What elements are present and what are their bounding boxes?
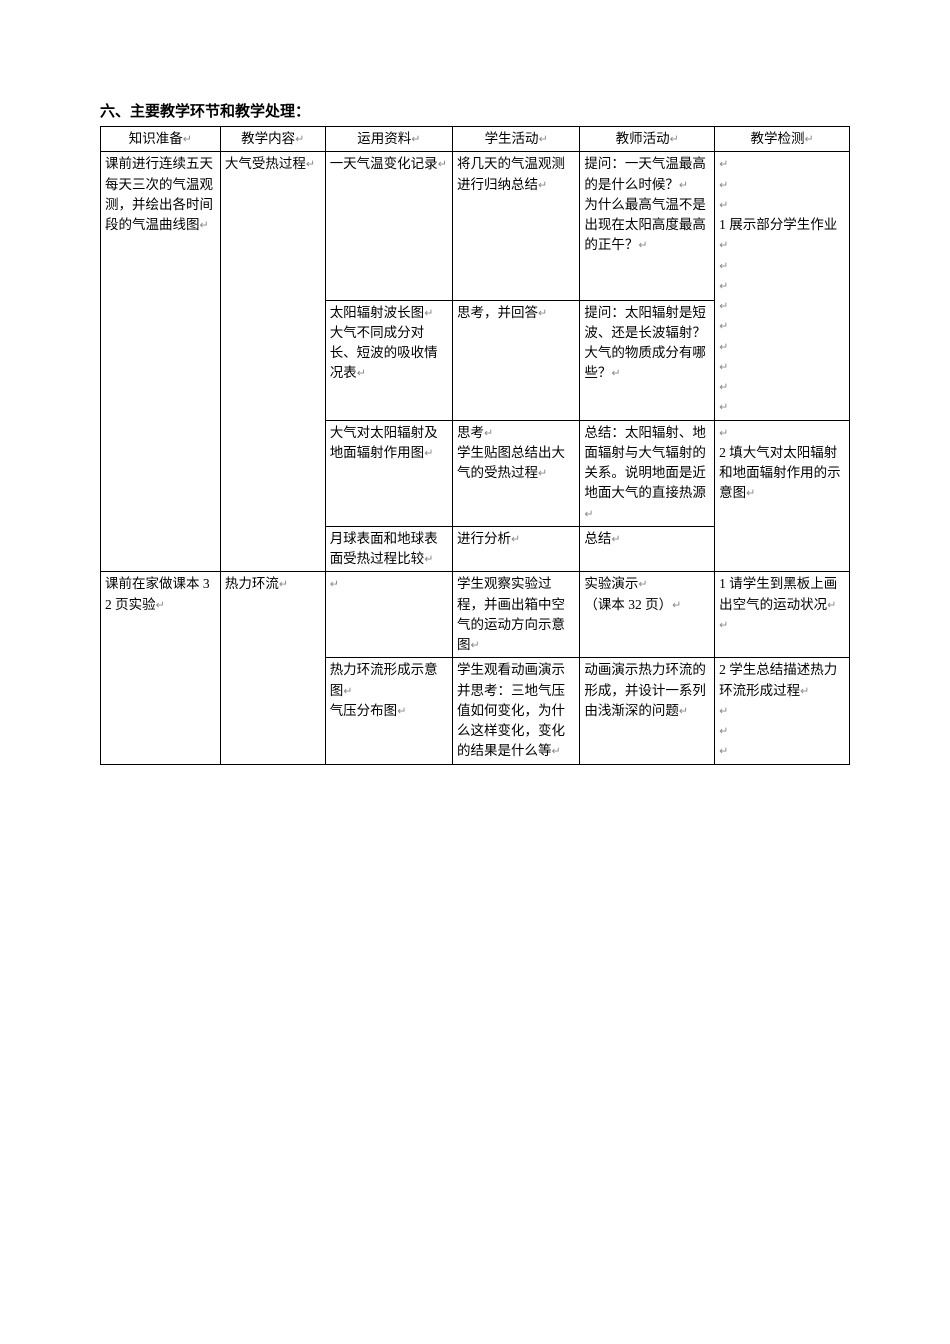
- cell-assessment: 1 请学生到黑板上画出空气的运动状况↵ ↵: [715, 572, 850, 658]
- cell-assessment: 2 学生总结描述热力环流形成过程↵ ↵ ↵ ↵: [715, 658, 850, 764]
- cell-materials: 热力环流形成示意图↵气压分布图↵: [325, 658, 452, 764]
- cell-teacher-activity: 动画演示热力环流的形成，并设计一系列由浅渐深的问题↵: [580, 658, 715, 764]
- cell-materials: 月球表面和地球表面受热过程比较↵: [325, 526, 452, 572]
- section-heading: 六、主要教学环节和教学处理：: [100, 100, 850, 121]
- header-cell: 学生活动↵: [453, 127, 580, 152]
- teaching-table: 知识准备↵ 教学内容↵ 运用资料↵ 学生活动↵ 教师活动↵ 教学检测↵ 课前进行…: [100, 126, 850, 765]
- cell-knowledge-prep: 课前进行连续五天每天三次的气温观测，并绘出各时间段的气温曲线图↵: [101, 152, 221, 572]
- cell-materials: ↵: [325, 572, 452, 658]
- cell-teacher-activity: 实验演示↵（课本 32 页）↵: [580, 572, 715, 658]
- cell-materials: 一天气温变化记录↵: [325, 152, 452, 300]
- header-cell: 运用资料↵: [325, 127, 452, 152]
- cell-teaching-content: 大气受热过程↵: [220, 152, 325, 572]
- header-cell: 知识准备↵: [101, 127, 221, 152]
- cell-teacher-activity: 总结↵: [580, 526, 715, 572]
- cell-student-activity: 思考，并回答↵: [453, 300, 580, 420]
- table-header-row: 知识准备↵ 教学内容↵ 运用资料↵ 学生活动↵ 教师活动↵ 教学检测↵: [101, 127, 850, 152]
- cell-student-activity: 将几天的气温观测进行归纳总结↵: [453, 152, 580, 300]
- cell-student-activity: 学生观看动画演示并思考：三地气压值如何变化，为什么这样变化，变化的结果是什么等↵: [453, 658, 580, 764]
- header-cell: 教学内容↵: [220, 127, 325, 152]
- header-cell: 教师活动↵: [580, 127, 715, 152]
- table-row: 课前在家做课本 32 页实验↵ 热力环流↵ ↵ 学生观察实验过程，并画出箱中空气…: [101, 572, 850, 658]
- table-row: 课前进行连续五天每天三次的气温观测，并绘出各时间段的气温曲线图↵ 大气受热过程↵…: [101, 152, 850, 300]
- cell-teaching-content: 热力环流↵: [220, 572, 325, 764]
- cell-teacher-activity: 提问：一天气温最高的是什么时候？↵为什么最高气温不是出现在太阳高度最高的正午？↵: [580, 152, 715, 300]
- cell-student-activity: 学生观察实验过程，并画出箱中空气的运动方向示意图↵: [453, 572, 580, 658]
- cell-materials: 太阳辐射波长图↵大气不同成分对长、短波的吸收情况表↵: [325, 300, 452, 420]
- header-cell: 教学检测↵: [715, 127, 850, 152]
- cell-student-activity: 思考↵学生贴图总结出大气的受热过程↵: [453, 420, 580, 526]
- cell-student-activity: 进行分析↵: [453, 526, 580, 572]
- cell-assessment: ↵ 2 填大气对太阳辐射和地面辐射作用的示意图↵: [715, 420, 850, 572]
- cell-assessment: ↵ ↵ ↵ 1 展示部分学生作业↵ ↵ ↵ ↵ ↵ ↵ ↵ ↵ ↵: [715, 152, 850, 420]
- cell-materials: 大气对太阳辐射及地面辐射作用图↵: [325, 420, 452, 526]
- cell-teacher-activity: 提问：太阳辐射是短波、还是长波辐射？大气的物质成分有哪些？↵: [580, 300, 715, 420]
- cell-knowledge-prep: 课前在家做课本 32 页实验↵: [101, 572, 221, 764]
- cell-teacher-activity: 总结：太阳辐射、地面辐射与大气辐射的关系。说明地面是近地面大气的直接热源↵: [580, 420, 715, 526]
